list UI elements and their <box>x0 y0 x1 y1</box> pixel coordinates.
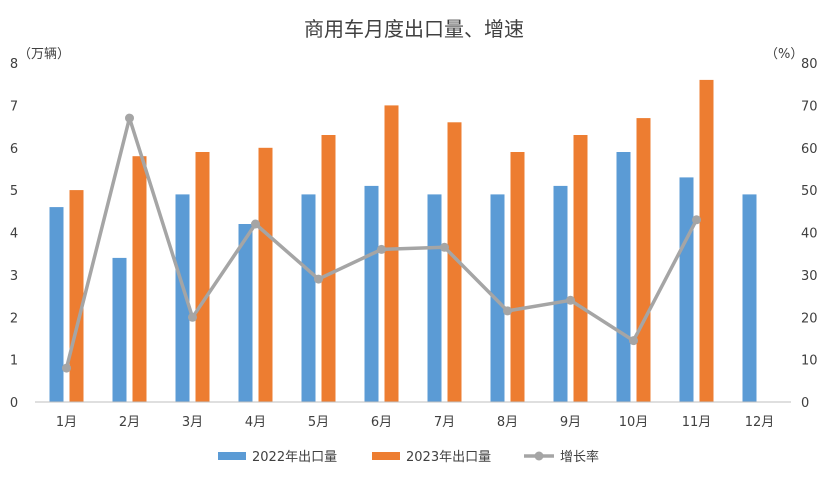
legend-swatch-marker <box>534 451 544 461</box>
legend-label-2: 2023年出口量 <box>406 450 491 465</box>
growth-rate-point <box>692 215 701 225</box>
bar-2022-6 <box>364 185 379 402</box>
legend: 2022年出口量 2023年出口量 增长率 <box>218 449 599 465</box>
bar-2022-2 <box>112 257 127 402</box>
y-right-tick-label: 50 <box>801 184 818 199</box>
y-left-tick-label: 2 <box>10 311 18 326</box>
bar-2023-9 <box>573 135 588 402</box>
bar-2022-3 <box>175 194 190 402</box>
bar-2023-5 <box>321 135 336 402</box>
y-right-unit: （%） <box>765 47 803 62</box>
bar-2023-4 <box>258 147 273 403</box>
bar-2022-8 <box>490 194 505 402</box>
x-tick-label: 4月 <box>245 415 266 430</box>
y-left-tick-label: 7 <box>10 99 18 114</box>
legend-label-1: 2022年出口量 <box>252 450 337 465</box>
bar-2022-4 <box>238 224 253 402</box>
bar-2023-3 <box>195 152 210 402</box>
y-left-tick-label: 5 <box>10 184 18 199</box>
y-right-tick-label: 0 <box>801 396 809 411</box>
y-right-tick-label: 20 <box>801 311 818 326</box>
x-tick-label: 6月 <box>371 415 392 430</box>
growth-rate-point <box>503 306 512 316</box>
chart-title: 商用车月度出口量、增速 <box>304 17 524 41</box>
y-left-tick-label: 1 <box>10 354 18 369</box>
x-tick-label: 3月 <box>182 415 203 430</box>
y-left-unit: （万辆） <box>18 47 70 62</box>
bar-2022-12 <box>742 194 757 402</box>
y-left-tick-label: 3 <box>10 269 18 284</box>
bar-2022-10 <box>616 152 631 402</box>
growth-rate-point <box>125 113 134 123</box>
bar-2022-9 <box>553 185 568 402</box>
growth-rate-point <box>440 242 449 252</box>
y-right-tick-label: 60 <box>801 142 818 157</box>
x-tick-label: 2月 <box>119 415 140 430</box>
y-left-tick-label: 0 <box>10 396 18 411</box>
x-tick-label: 11月 <box>682 415 712 430</box>
bar-2022-11 <box>679 177 694 402</box>
y-right-tick-label: 40 <box>801 227 818 242</box>
x-tick-label: 10月 <box>619 415 649 430</box>
bar-2022-7 <box>427 194 442 402</box>
growth-rate-point <box>62 363 71 373</box>
growth-rate-point <box>251 219 260 229</box>
bar-2022-1 <box>49 207 64 402</box>
bar-2022-5 <box>301 194 316 402</box>
line-layer <box>62 113 701 373</box>
bar-2023-10 <box>636 118 651 402</box>
legend-swatch-1 <box>218 452 246 460</box>
x-tick-label: 12月 <box>745 415 775 430</box>
y-left-tick-label: 8 <box>10 57 18 72</box>
growth-rate-point <box>188 312 197 322</box>
y-right-tick-label: 80 <box>801 57 818 72</box>
bar-2023-11 <box>699 79 714 403</box>
x-tick-label: 1月 <box>56 415 77 430</box>
y-left-tick-label: 4 <box>10 227 18 242</box>
legend-label-3: 增长率 <box>560 449 599 465</box>
bar-2023-8 <box>510 152 525 402</box>
y-right-tick-label: 70 <box>801 99 818 114</box>
x-tick-label: 8月 <box>497 415 518 430</box>
growth-rate-line <box>64 116 699 369</box>
bar-2023-7 <box>447 122 462 403</box>
growth-rate-point <box>566 295 575 305</box>
growth-rate-point <box>377 244 386 254</box>
bars-layer <box>49 79 757 403</box>
growth-rate-point <box>314 274 323 284</box>
growth-rate-point <box>629 336 638 346</box>
y-left-tick-label: 6 <box>10 142 18 157</box>
x-tick-label: 5月 <box>308 415 329 430</box>
bar-2023-2 <box>132 156 147 402</box>
bar-2023-6 <box>384 105 399 403</box>
legend-swatch-2 <box>372 452 400 460</box>
y-right-tick-label: 10 <box>801 354 818 369</box>
bar-2023-1 <box>69 190 84 402</box>
x-tick-label: 7月 <box>434 415 455 430</box>
x-tick-label: 9月 <box>560 415 581 430</box>
y-right-tick-label: 30 <box>801 269 818 284</box>
